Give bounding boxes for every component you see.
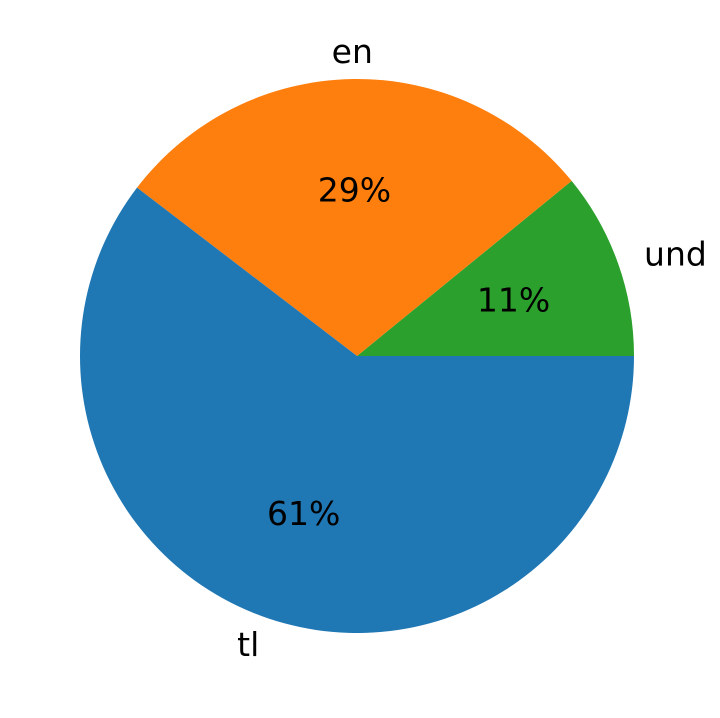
pie-slice-tl: [80, 187, 634, 634]
slice-percent-und: 11%: [477, 281, 550, 320]
pie-labels: und 11% en 29% tl 61%: [237, 32, 707, 664]
pie-slice-und: [357, 180, 634, 356]
pie-slice-en: [137, 78, 572, 356]
slice-percent-tl: 61%: [267, 494, 340, 533]
slice-label-tl: tl: [237, 625, 259, 664]
slice-label-en: en: [332, 32, 373, 71]
slice-label-und: und: [644, 234, 707, 273]
slice-percent-en: 29%: [318, 170, 391, 209]
pie-slices: [80, 78, 634, 634]
